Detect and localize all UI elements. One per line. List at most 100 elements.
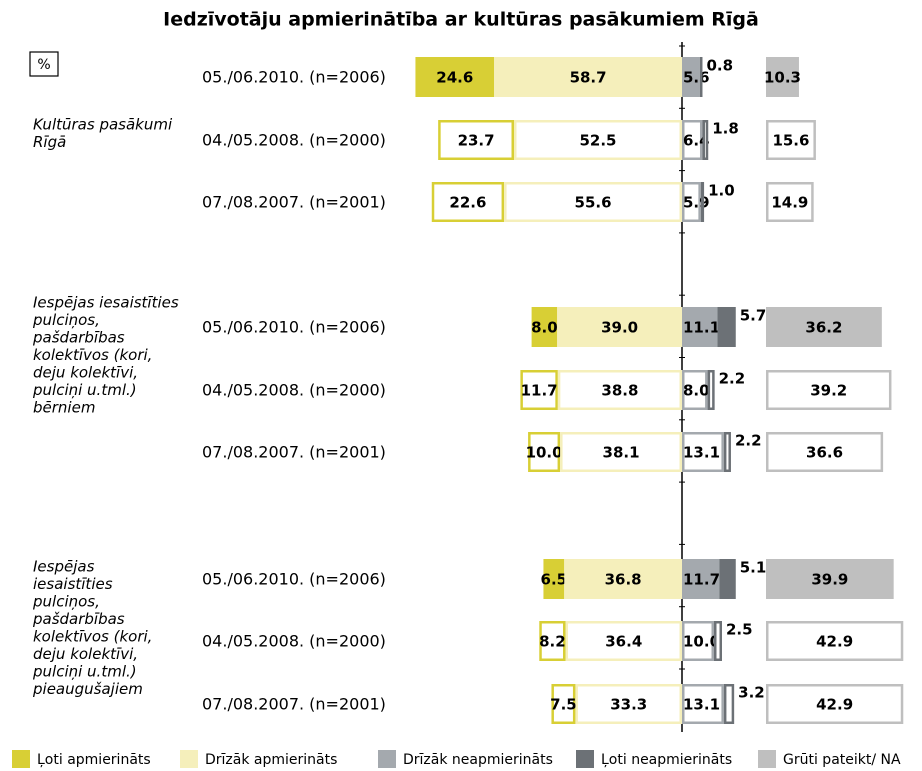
bar-segment (723, 432, 731, 472)
data-label: 1.0 (708, 182, 735, 200)
data-label: 36.4 (605, 633, 642, 651)
data-label: 13.1 (683, 696, 720, 714)
data-label: 14.9 (771, 194, 808, 212)
group-label: kolektīvos (kori, (33, 628, 152, 646)
bar-segment (504, 182, 682, 222)
bar-segment (528, 432, 561, 472)
bar-segment (766, 559, 894, 599)
bar-segment (564, 559, 682, 599)
data-label: 55.6 (575, 194, 612, 212)
bar-segment (766, 182, 814, 222)
group-label: Iespējas iesaistīties (33, 294, 179, 312)
bar-segment (520, 370, 558, 410)
bar-segment (682, 432, 724, 472)
bar-segment (438, 120, 514, 160)
data-label: 39.9 (811, 571, 848, 589)
group-label: pulciņi u.tml.) (32, 381, 137, 399)
bar-segment (494, 57, 682, 97)
bar-segment (714, 621, 722, 661)
bar-segment (682, 559, 720, 599)
bar-segment (560, 432, 683, 472)
bar-segment (565, 621, 683, 661)
bar-segment (543, 559, 565, 599)
legend-label: Drīzāk neapmierināts (403, 752, 553, 768)
group-label: pulciņos, (32, 311, 100, 329)
data-label: 58.7 (570, 69, 607, 87)
data-label: 10.0 (526, 444, 563, 462)
data-label: 38.8 (601, 382, 638, 400)
group-label: deju kolektīvi, (33, 364, 138, 382)
data-label: 0.8 (706, 57, 733, 75)
data-label: 22.6 (449, 194, 486, 212)
group-label: iesaistīties (33, 575, 113, 593)
bar-segment (766, 432, 884, 472)
bar-segment (766, 120, 816, 160)
legend-swatch (758, 750, 776, 768)
bar-segment (702, 120, 709, 160)
legend-label: Ļoti neapmierināts (601, 752, 732, 768)
bar-segment (539, 621, 566, 661)
bar-segment (557, 370, 683, 410)
data-label: 7.5 (550, 696, 577, 714)
data-label: 8.2 (539, 633, 566, 651)
unit-label: % (37, 57, 50, 73)
group-label: kolektīvos (kori, (33, 346, 152, 364)
legend-swatch (12, 750, 30, 768)
bar-segment (682, 370, 708, 410)
group-label: pulciņi u.tml.) (32, 663, 137, 681)
group-label: pieaugušajiem (32, 680, 143, 698)
data-label: 10.0 (683, 633, 720, 651)
group-label: pašdarbības (32, 610, 125, 628)
bar-segment (431, 182, 505, 222)
data-label: 36.2 (805, 319, 842, 337)
bar-segment (682, 684, 724, 724)
legend-label: Grūti pateikt/ NA (783, 752, 901, 768)
bar-segment (766, 370, 892, 410)
group-label: pašdarbības (32, 329, 125, 347)
bar-segment (707, 370, 715, 410)
data-label: 10.3 (764, 69, 801, 87)
bar-segment (415, 57, 495, 97)
data-label: 39.2 (810, 382, 847, 400)
data-label: 8.0 (531, 319, 558, 337)
data-label: 36.8 (605, 571, 642, 589)
group-label: Kultūras pasākumi (33, 116, 173, 134)
data-label: 2.2 (735, 432, 762, 450)
data-label: 11.7 (683, 571, 720, 589)
data-label: 42.9 (816, 633, 853, 651)
data-label: 2.5 (726, 621, 753, 639)
data-label: 15.6 (772, 132, 809, 150)
bar-segment (723, 684, 735, 724)
group-label: deju kolektīvi, (33, 645, 138, 663)
legend-swatch (180, 750, 198, 768)
row-label: 04./05.2008. (n=2000) (202, 131, 386, 150)
bar-segment (682, 57, 700, 97)
bar-segment (766, 307, 882, 347)
row-label: 04./05.2008. (n=2000) (202, 632, 386, 651)
row-label: 05./06.2010. (n=2006) (202, 68, 386, 87)
data-label: 5.9 (683, 194, 710, 212)
bar-segment (766, 57, 799, 97)
data-label: 1.8 (712, 120, 739, 138)
row-label: 05./06.2010. (n=2006) (202, 318, 386, 337)
row-label: 07./08.2007. (n=2001) (202, 193, 386, 212)
bar-segment (557, 307, 682, 347)
data-label: 3.2 (738, 684, 765, 702)
bar-segment (700, 182, 705, 222)
bar-segment (531, 307, 558, 347)
bar-segment (717, 307, 736, 347)
data-label: 23.7 (458, 132, 495, 150)
group-label: pulciņos, (32, 593, 100, 611)
bar-segment (682, 120, 703, 160)
group-label: Iespējas (33, 558, 95, 576)
data-label: 11.1 (683, 319, 720, 337)
data-label: 2.2 (719, 370, 746, 388)
data-label: 11.7 (521, 382, 558, 400)
chart-title: Iedzīvotāju apmierinātība ar kultūras pa… (163, 9, 759, 31)
data-label: 38.1 (603, 444, 640, 462)
group-label: bērniem (33, 399, 95, 417)
row-label: 07./08.2007. (n=2001) (202, 443, 386, 462)
bar-segment (682, 307, 718, 347)
bar-segment (719, 559, 736, 599)
